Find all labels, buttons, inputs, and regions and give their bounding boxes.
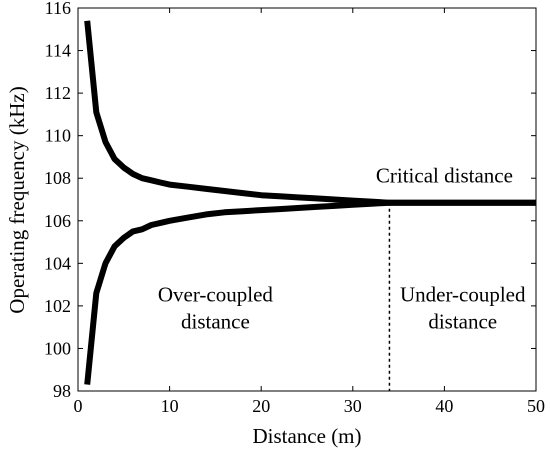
y-tick-label: 102 xyxy=(44,296,71,316)
x-axis-label: Distance (m) xyxy=(252,424,361,448)
annotation-text: Critical distance xyxy=(376,163,513,187)
y-tick-label: 98 xyxy=(53,381,71,401)
x-tick-label: 20 xyxy=(252,396,270,416)
series-layer xyxy=(84,20,536,391)
y-tick-label: 100 xyxy=(44,338,71,358)
y-tick-label: 106 xyxy=(44,211,71,231)
y-tick-label: 104 xyxy=(44,253,71,273)
x-tick-label: 0 xyxy=(74,396,83,416)
plot-frame xyxy=(77,7,537,392)
annotation-text: Under-coupled xyxy=(400,283,526,307)
y-axis-label: Operating frequency (kHz) xyxy=(5,86,29,313)
y-tick-label: 112 xyxy=(45,83,71,103)
x-tick-label: 10 xyxy=(161,396,179,416)
annotation-text: Over-coupled xyxy=(158,283,274,307)
y-tick-label: 110 xyxy=(45,126,71,146)
y-tick-label: 114 xyxy=(45,41,71,61)
x-tick-label: 30 xyxy=(344,396,362,416)
annotation-text: distance xyxy=(428,310,497,334)
x-tick-label: 40 xyxy=(435,396,453,416)
x-tick-label: 50 xyxy=(527,396,545,416)
annotation-layer: Critical distance Over-coupled distance Und… xyxy=(158,163,526,333)
y-tick-label: 108 xyxy=(44,168,71,188)
ticks-layer: 0 10 20 30 40 50 98 100 102 104 106 108 110 112 114 116 xyxy=(44,0,545,416)
y-tick-label: 116 xyxy=(45,0,71,18)
annotation-text: distance xyxy=(181,310,250,334)
series-line-2 xyxy=(84,199,536,385)
